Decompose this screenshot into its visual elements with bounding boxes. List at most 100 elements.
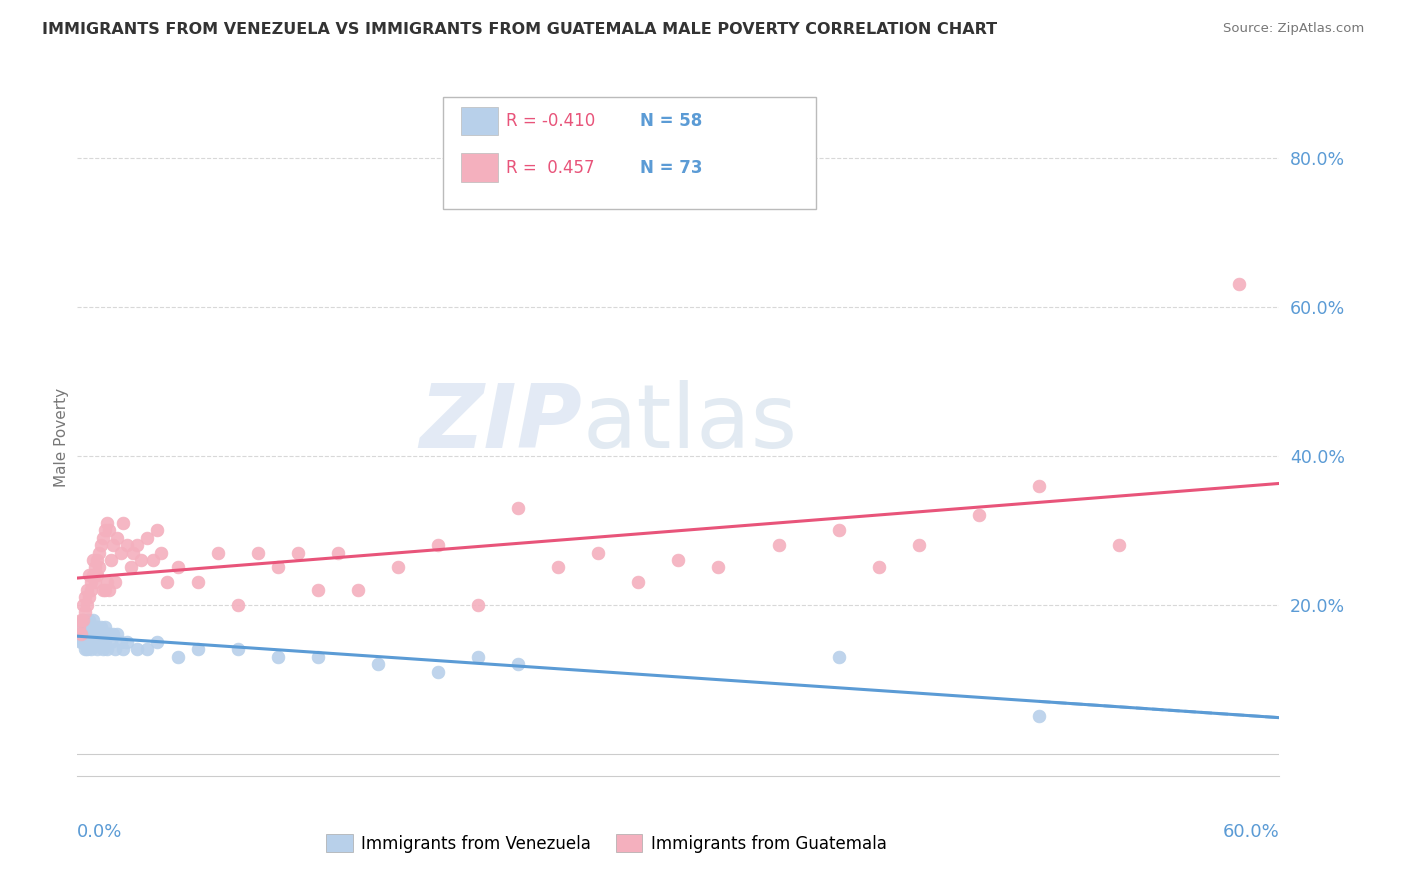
Point: [1108, 538, 1130, 552]
Point: [226, 598, 249, 612]
Point: [93, 531, 115, 545]
Point: [90, 538, 112, 552]
Point: [94, 582, 117, 597]
Point: [89, 627, 111, 641]
Point: [104, 575, 127, 590]
Point: [427, 665, 450, 679]
Point: [112, 642, 135, 657]
Point: [131, 553, 153, 567]
Point: [707, 560, 730, 574]
Point: [136, 642, 159, 657]
Point: [82, 627, 104, 641]
Point: [76, 627, 98, 641]
Point: [79, 627, 101, 641]
Point: [86, 642, 108, 657]
Point: [828, 649, 851, 664]
Point: [166, 560, 188, 574]
Point: [427, 538, 450, 552]
Point: [67, 620, 90, 634]
Point: [80, 627, 103, 641]
Point: [287, 545, 309, 559]
Point: [868, 560, 890, 574]
Point: [136, 531, 159, 545]
Point: [267, 649, 290, 664]
Point: [70, 635, 93, 649]
Point: [90, 635, 112, 649]
Point: [127, 642, 149, 657]
Point: [80, 620, 103, 634]
Point: [98, 627, 121, 641]
Point: [107, 627, 129, 641]
Point: [1028, 709, 1050, 723]
Point: [588, 545, 610, 559]
Point: [80, 642, 103, 657]
Point: [467, 598, 489, 612]
Point: [67, 620, 90, 634]
Point: [96, 575, 118, 590]
Point: [110, 545, 132, 559]
Point: [187, 575, 209, 590]
Point: [94, 635, 117, 649]
Point: [89, 635, 111, 649]
Point: [86, 620, 108, 634]
Text: N = 58: N = 58: [640, 112, 702, 130]
Point: [246, 545, 269, 559]
Point: [267, 560, 290, 574]
Point: [70, 627, 93, 641]
Point: [1229, 277, 1251, 292]
Point: [75, 605, 97, 619]
Point: [76, 613, 98, 627]
Point: [96, 627, 118, 641]
Text: IMMIGRANTS FROM VENEZUELA VS IMMIGRANTS FROM GUATEMALA MALE POVERTY CORRELATION : IMMIGRANTS FROM VENEZUELA VS IMMIGRANTS …: [42, 22, 997, 37]
Point: [908, 538, 931, 552]
Point: [93, 642, 115, 657]
Point: [76, 642, 98, 657]
Text: 0.0%: 0.0%: [77, 823, 122, 841]
Point: [93, 627, 115, 641]
Point: [84, 575, 107, 590]
Point: [207, 545, 229, 559]
Point: [72, 613, 94, 627]
Point: [82, 568, 104, 582]
Point: [307, 582, 329, 597]
Point: [508, 500, 530, 515]
Legend: Immigrants from Venezuela, Immigrants from Guatemala: Immigrants from Venezuela, Immigrants fr…: [319, 827, 893, 859]
Point: [79, 635, 101, 649]
Point: [98, 523, 121, 537]
Point: [104, 642, 127, 657]
Point: [94, 523, 117, 537]
Point: [467, 649, 489, 664]
Point: [150, 545, 173, 559]
Point: [94, 620, 117, 634]
Point: [117, 538, 139, 552]
Point: [70, 613, 93, 627]
Point: [72, 627, 94, 641]
Point: [547, 560, 569, 574]
Point: [75, 642, 97, 657]
Point: [117, 635, 139, 649]
Point: [100, 553, 122, 567]
Point: [72, 613, 94, 627]
Point: [146, 523, 169, 537]
Point: [367, 657, 389, 672]
Point: [72, 598, 94, 612]
Point: [82, 553, 104, 567]
Point: [79, 568, 101, 582]
Point: [1028, 478, 1050, 492]
Point: [103, 627, 125, 641]
Point: [967, 508, 990, 523]
Point: [89, 560, 111, 574]
Point: [70, 627, 93, 641]
Point: [90, 620, 112, 634]
Point: [110, 635, 132, 649]
Text: R = -0.410: R = -0.410: [506, 112, 596, 130]
Point: [307, 649, 329, 664]
Point: [326, 545, 349, 559]
Point: [120, 560, 142, 574]
Point: [226, 642, 249, 657]
Point: [768, 538, 790, 552]
Point: [100, 635, 122, 649]
Text: Source: ZipAtlas.com: Source: ZipAtlas.com: [1223, 22, 1364, 36]
Point: [75, 591, 97, 605]
Point: [146, 635, 169, 649]
